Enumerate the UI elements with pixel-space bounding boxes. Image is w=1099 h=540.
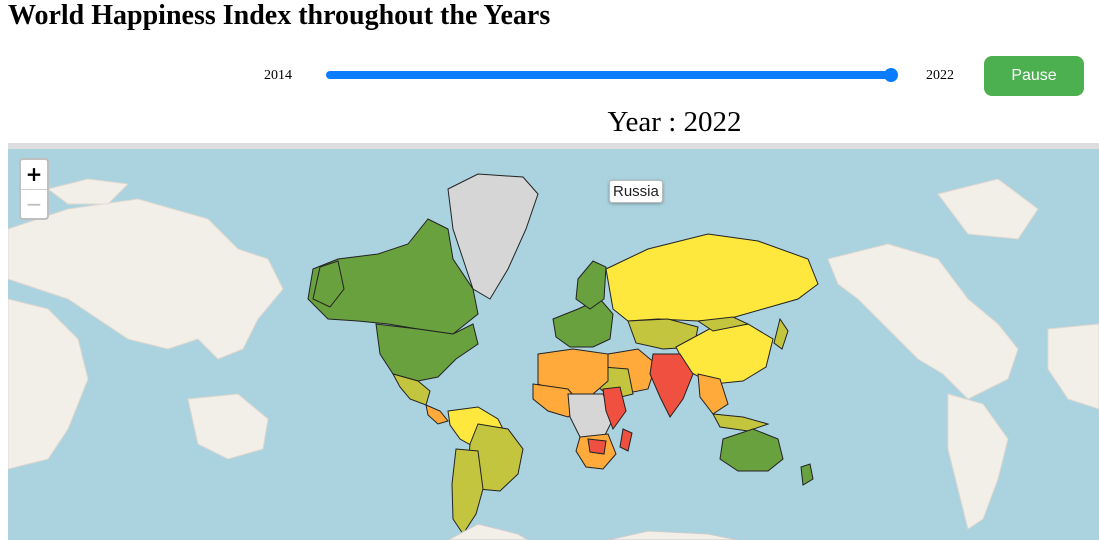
- year-slider-track[interactable]: [326, 71, 892, 79]
- year-heading: Year : 2022: [607, 106, 742, 138]
- year-slider-row: 2014 2022 Pause: [0, 56, 1099, 96]
- slider-max-label: 2022: [926, 68, 954, 83]
- antarctica-edge: [447, 523, 739, 540]
- zoom-out-button[interactable]: −: [25, 192, 43, 216]
- pause-button[interactable]: Pause: [984, 56, 1084, 96]
- world-map[interactable]: + − Russia: [8, 143, 1099, 540]
- page-title: World Happiness Index throughout the Yea…: [8, 0, 551, 31]
- map-canvas[interactable]: [8, 149, 1099, 540]
- choropleth-countries[interactable]: [307, 173, 819, 535]
- slider-min-label: 2014: [264, 68, 292, 83]
- country-tooltip: Russia: [609, 180, 663, 203]
- zoom-control: + −: [19, 158, 49, 220]
- basemap-land: [8, 178, 1099, 530]
- year-slider-thumb[interactable]: [884, 68, 898, 82]
- zoom-in-button[interactable]: +: [21, 160, 47, 190]
